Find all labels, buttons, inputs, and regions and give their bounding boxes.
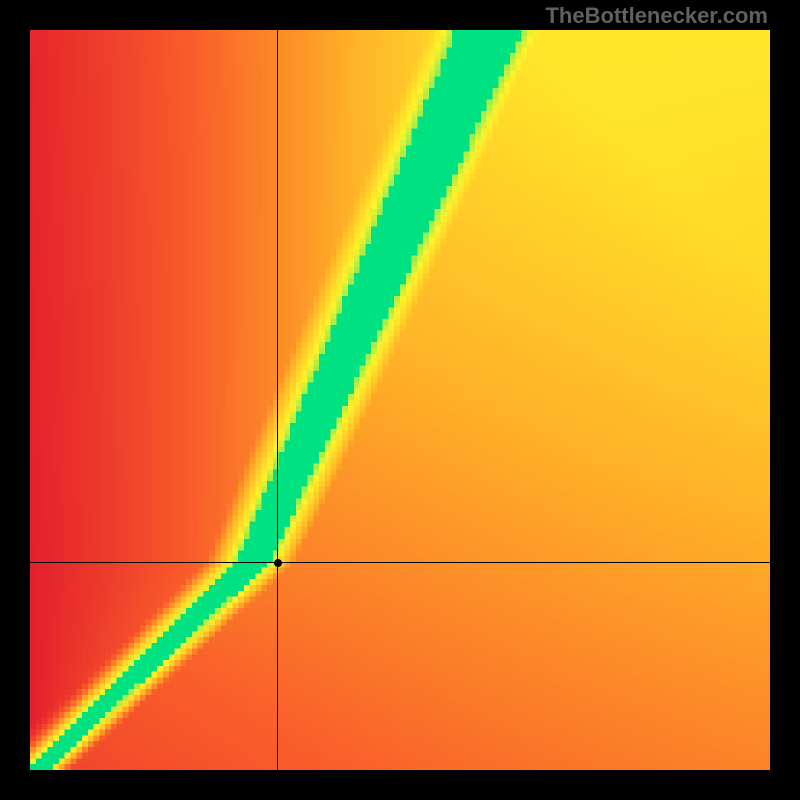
watermark-text: TheBottlenecker.com xyxy=(545,3,768,29)
plot-area xyxy=(30,30,770,770)
crosshair-marker xyxy=(274,559,282,567)
heatmap-canvas xyxy=(30,30,770,770)
crosshair-vertical xyxy=(277,30,278,770)
crosshair-horizontal xyxy=(30,562,770,563)
